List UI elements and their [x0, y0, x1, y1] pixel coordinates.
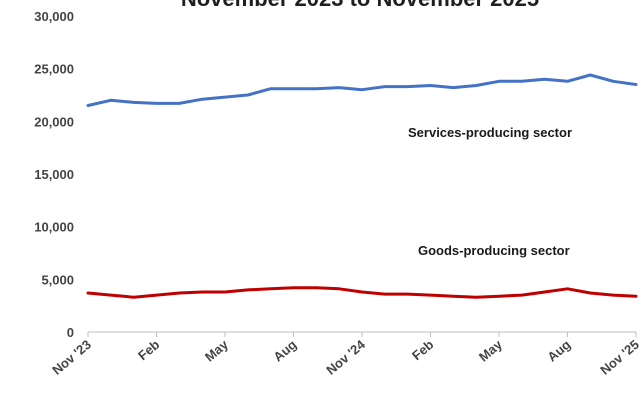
y-tick-label: 10,000 [34, 220, 74, 235]
chart-title: November 2023 to November 2025 [181, 0, 539, 11]
y-tick-label: 5,000 [41, 272, 74, 287]
x-tick-label: Nov '23 [49, 337, 94, 378]
x-axis: Nov '23 Feb May Aug Nov '24 Feb May Aug Nov '25 [49, 331, 641, 378]
services-series-label: Services-producing sector [408, 125, 572, 140]
x-tick-label: May [202, 336, 232, 364]
x-tick-label: Aug [544, 337, 573, 365]
x-tick-label: Nov '25 [597, 337, 641, 378]
x-tick-label: Aug [270, 337, 299, 365]
y-tick-label: 0 [67, 325, 74, 340]
y-tick-label: 20,000 [34, 114, 74, 129]
y-axis: 0 5,000 10,000 15,000 20,000 25,000 30,000 [34, 9, 74, 340]
series-layer [86, 73, 638, 299]
goods-series-label: Goods-producing sector [418, 243, 570, 258]
x-tick-label: May [476, 336, 506, 364]
y-tick-label: 25,000 [34, 62, 74, 77]
x-tick-label: Feb [409, 337, 436, 363]
goods-series-line [86, 286, 638, 299]
x-tick-label: Feb [135, 337, 162, 363]
x-tick-label: Nov '24 [323, 336, 368, 377]
y-tick-label: 30,000 [34, 9, 74, 24]
services-series-line [86, 73, 638, 107]
y-tick-label: 15,000 [34, 167, 74, 182]
